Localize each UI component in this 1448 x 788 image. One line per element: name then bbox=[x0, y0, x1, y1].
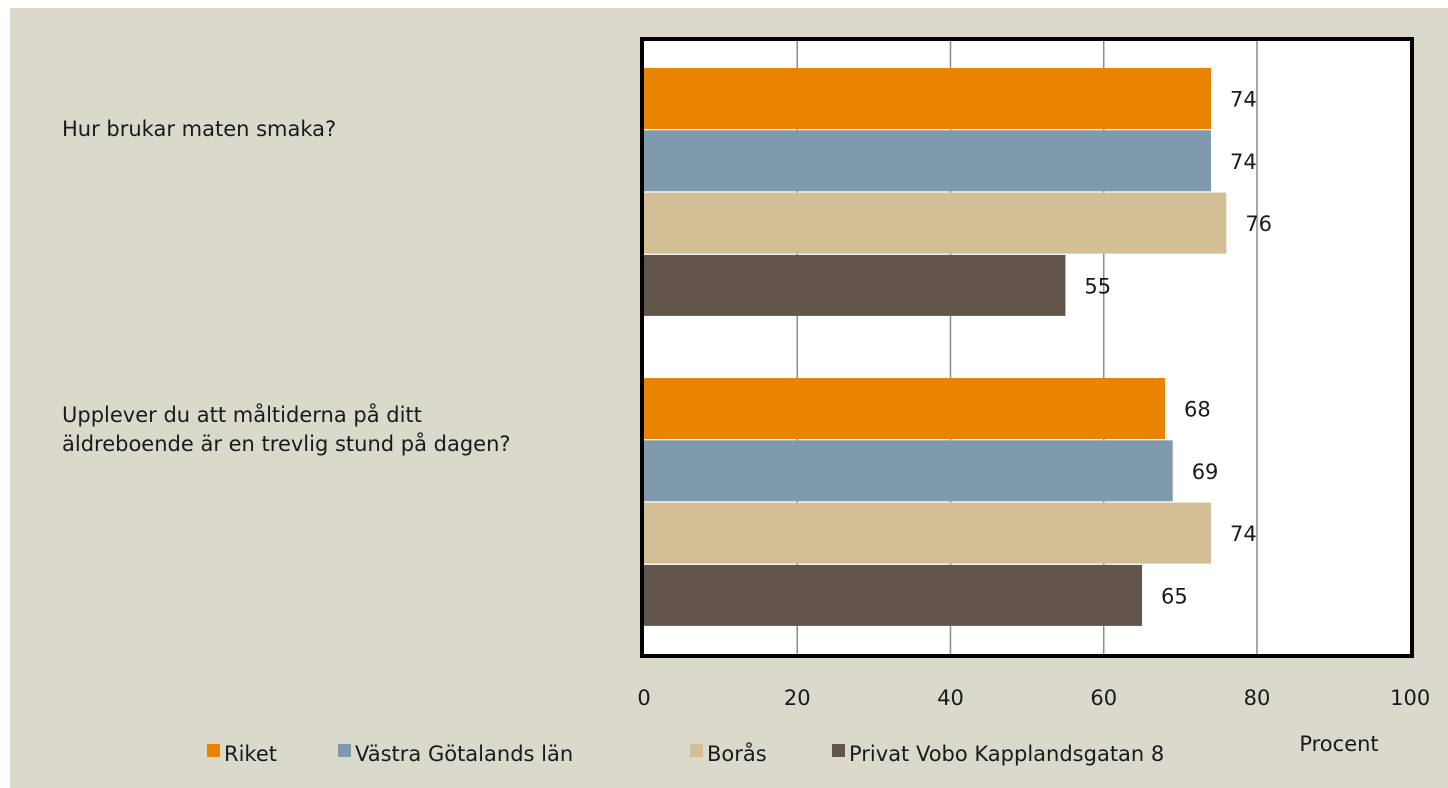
data-label: 74 bbox=[1230, 522, 1257, 546]
legend-label: Privat Vobo Kapplandsgatan 8 bbox=[849, 742, 1164, 766]
x-tick-label: 60 bbox=[1090, 686, 1117, 710]
bar bbox=[644, 564, 1143, 626]
data-label: 65 bbox=[1161, 584, 1188, 608]
bar bbox=[644, 68, 1211, 129]
data-label: 69 bbox=[1192, 460, 1219, 484]
bar bbox=[644, 378, 1166, 439]
legend-label: Riket bbox=[224, 742, 277, 766]
plot-border bbox=[640, 37, 1414, 658]
x-tick-label: 40 bbox=[937, 686, 964, 710]
x-axis-title: Procent bbox=[1299, 732, 1378, 756]
legend-swatch bbox=[338, 744, 351, 757]
x-tick-label: 20 bbox=[784, 686, 811, 710]
legend-label: Västra Götalands län bbox=[355, 742, 573, 766]
legend-label: Borås bbox=[707, 741, 767, 766]
legend-swatch bbox=[690, 744, 703, 757]
x-tick-label: 80 bbox=[1244, 686, 1271, 710]
bar bbox=[644, 130, 1211, 192]
legend-swatch bbox=[207, 744, 220, 757]
data-label: 74 bbox=[1230, 150, 1257, 174]
x-tick-label: 100 bbox=[1390, 686, 1430, 710]
x-tick-label: 0 bbox=[637, 686, 650, 710]
bar bbox=[644, 502, 1211, 564]
bar bbox=[644, 254, 1066, 316]
category-label: Upplever du att måltiderna på ditt äldre… bbox=[62, 403, 511, 456]
data-label: 68 bbox=[1184, 398, 1211, 422]
data-label: 55 bbox=[1084, 274, 1111, 298]
data-label: 76 bbox=[1245, 212, 1272, 236]
chart-area: Hur brukar maten smaka? Upplever du att … bbox=[10, 8, 1448, 788]
bar bbox=[644, 192, 1227, 254]
data-label: 74 bbox=[1230, 88, 1257, 112]
bar-chart: 74 74 76 55 68 69 74 65 0 20 40 60 80 100 Procent Riket… bbox=[207, 37, 1430, 766]
bar bbox=[644, 440, 1173, 502]
legend-swatch bbox=[832, 744, 845, 757]
category-label: Hur brukar maten smaka? bbox=[62, 117, 337, 141]
